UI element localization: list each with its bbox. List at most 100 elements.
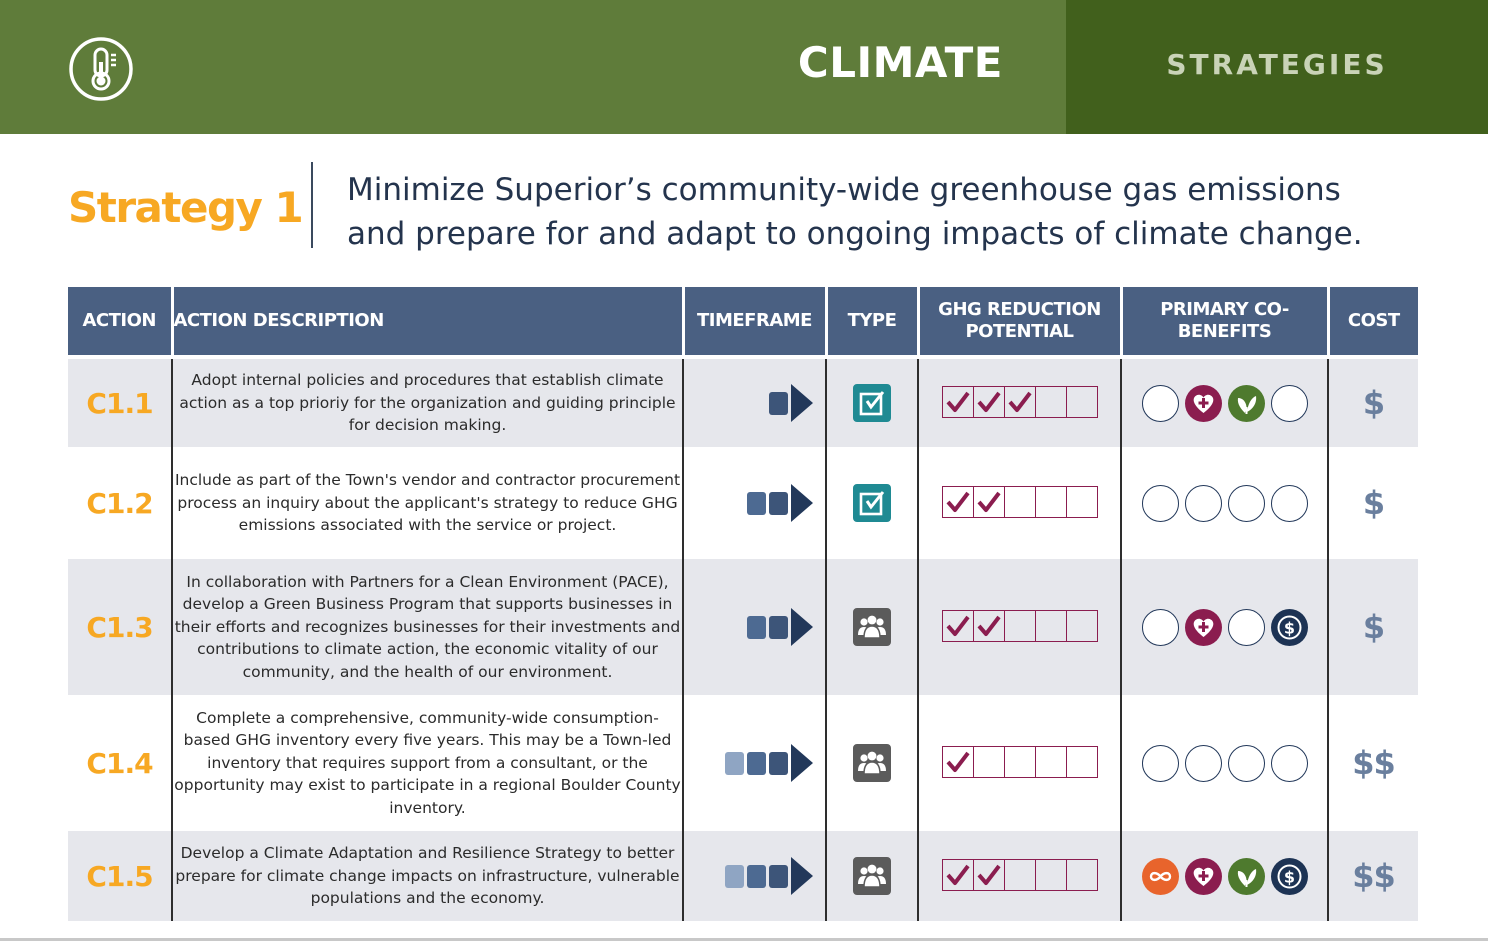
strategy-label: Strategy 1	[68, 183, 304, 232]
leaf-icon	[1227, 857, 1265, 895]
ghg-check-icon	[972, 386, 1004, 417]
action-description: Adopt internal policies and procedures t…	[171, 357, 683, 447]
timeframe-arrow-icon	[791, 744, 813, 782]
ghg-rating	[941, 485, 1098, 518]
cobenefit-empty-circle	[1141, 608, 1179, 646]
ghg-cell	[917, 357, 1121, 447]
action-id: C1.1	[68, 357, 172, 447]
type-cell	[825, 559, 918, 695]
cobenefit-empty-circle	[1141, 384, 1179, 422]
header-description: ACTION DESCRIPTION	[170, 287, 683, 359]
cobenefits-group: $	[1122, 857, 1327, 895]
header-timeframe: TIMEFRAME	[681, 287, 826, 359]
timeframe-indicator	[684, 608, 825, 646]
community-group-icon	[853, 608, 891, 646]
cobenefits-group	[1122, 384, 1327, 422]
timeframe-cell	[682, 559, 826, 695]
cobenefits-cell: $	[1120, 559, 1328, 695]
timeframe-bar	[747, 751, 766, 775]
ghg-empty-cell	[1065, 859, 1097, 890]
cobenefit-empty-circle	[1270, 744, 1308, 782]
ghg-rating	[941, 609, 1098, 642]
type-cell	[825, 357, 918, 447]
action-description: Complete a comprehensive, community-wide…	[171, 695, 683, 831]
ghg-check-icon	[972, 859, 1004, 890]
header-cost: COST	[1326, 287, 1418, 359]
timeframe-indicator	[684, 384, 825, 422]
ghg-empty-cell	[972, 746, 1004, 777]
cost-value: $$	[1327, 695, 1418, 831]
cobenefits-group: $	[1122, 608, 1327, 646]
cost-value: $	[1327, 559, 1418, 695]
ghg-empty-cell	[1003, 746, 1035, 777]
timeframe-indicator	[684, 744, 825, 782]
page-title: CLIMATE	[797, 38, 1003, 87]
type-cell	[825, 447, 918, 559]
type-cell	[825, 831, 918, 921]
dollar-coin-icon: $	[1270, 857, 1308, 895]
cobenefit-empty-circle	[1270, 384, 1308, 422]
svg-text:$: $	[1283, 867, 1294, 886]
table-row: C1.3 In collaboration with Partners for …	[68, 559, 1418, 695]
timeframe-bar	[769, 615, 788, 639]
ghg-empty-cell	[1065, 746, 1097, 777]
community-group-icon	[853, 744, 891, 782]
timeframe-cell	[682, 695, 826, 831]
ghg-check-icon	[972, 610, 1004, 641]
ghg-rating	[941, 385, 1098, 418]
ghg-check-icon	[943, 387, 973, 417]
timeframe-arrow-icon	[791, 384, 813, 422]
header-main-band	[0, 0, 1066, 134]
timeframe-bar	[725, 864, 744, 888]
timeframe-indicator	[684, 484, 825, 522]
cobenefit-empty-circle	[1141, 484, 1179, 522]
cobenefit-empty-circle	[1227, 484, 1265, 522]
ghg-empty-cell	[1034, 746, 1066, 777]
cobenefits-group	[1122, 484, 1327, 522]
ghg-empty-cell	[1065, 386, 1097, 417]
header-cobenefits: PRIMARY CO-BENEFITS	[1119, 287, 1328, 359]
policy-checkbox-icon	[853, 484, 891, 522]
timeframe-arrow-icon	[791, 608, 813, 646]
timeframe-bar	[725, 751, 744, 775]
ghg-empty-cell	[1003, 486, 1035, 517]
ghg-rating	[941, 858, 1098, 891]
infinity-icon	[1141, 857, 1179, 895]
leaf-icon	[1227, 384, 1265, 422]
timeframe-cell	[682, 831, 826, 921]
timeframe-indicator	[684, 857, 825, 895]
policy-checkbox-icon	[853, 384, 891, 422]
ghg-check-icon	[943, 611, 973, 641]
table-row: C1.2 Include as part of the Town's vendo…	[68, 447, 1418, 559]
ghg-empty-cell	[1034, 859, 1066, 890]
header-ghg: GHG REDUCTION POTENTIAL	[916, 287, 1121, 359]
ghg-empty-cell	[1065, 486, 1097, 517]
cost-value: $	[1327, 447, 1418, 559]
cobenefit-empty-circle	[1227, 744, 1265, 782]
ghg-cell	[917, 559, 1121, 695]
action-id: C1.4	[86, 746, 153, 780]
ghg-empty-cell	[1003, 610, 1035, 641]
timeframe-cell	[682, 357, 826, 447]
cobenefit-empty-circle	[1184, 744, 1222, 782]
ghg-check-icon	[972, 486, 1004, 517]
cobenefit-empty-circle	[1227, 608, 1265, 646]
ghg-empty-cell	[1034, 386, 1066, 417]
cobenefits-cell	[1120, 447, 1328, 559]
table-row: C1.5 Develop a Climate Adaptation and Re…	[68, 831, 1418, 921]
actions-table: ACTION ACTION DESCRIPTION TIMEFRAME TYPE…	[68, 287, 1418, 921]
timeframe-bar	[769, 864, 788, 888]
ghg-check-icon	[943, 747, 973, 777]
timeframe-bar	[747, 864, 766, 888]
header-side-band	[1066, 0, 1488, 134]
ghg-rating	[941, 745, 1098, 778]
timeframe-bar	[747, 491, 766, 515]
page-header: CLIMATE STRATEGIES	[0, 0, 1488, 134]
cobenefits-group	[1122, 744, 1327, 782]
heart-plus-icon	[1184, 608, 1222, 646]
section-label: STRATEGIES	[1166, 48, 1388, 81]
action-description: Include as part of the Town's vendor and…	[171, 447, 683, 559]
ghg-empty-cell	[1034, 486, 1066, 517]
ghg-check-icon	[943, 487, 973, 517]
page-bottom-rule	[0, 938, 1488, 941]
